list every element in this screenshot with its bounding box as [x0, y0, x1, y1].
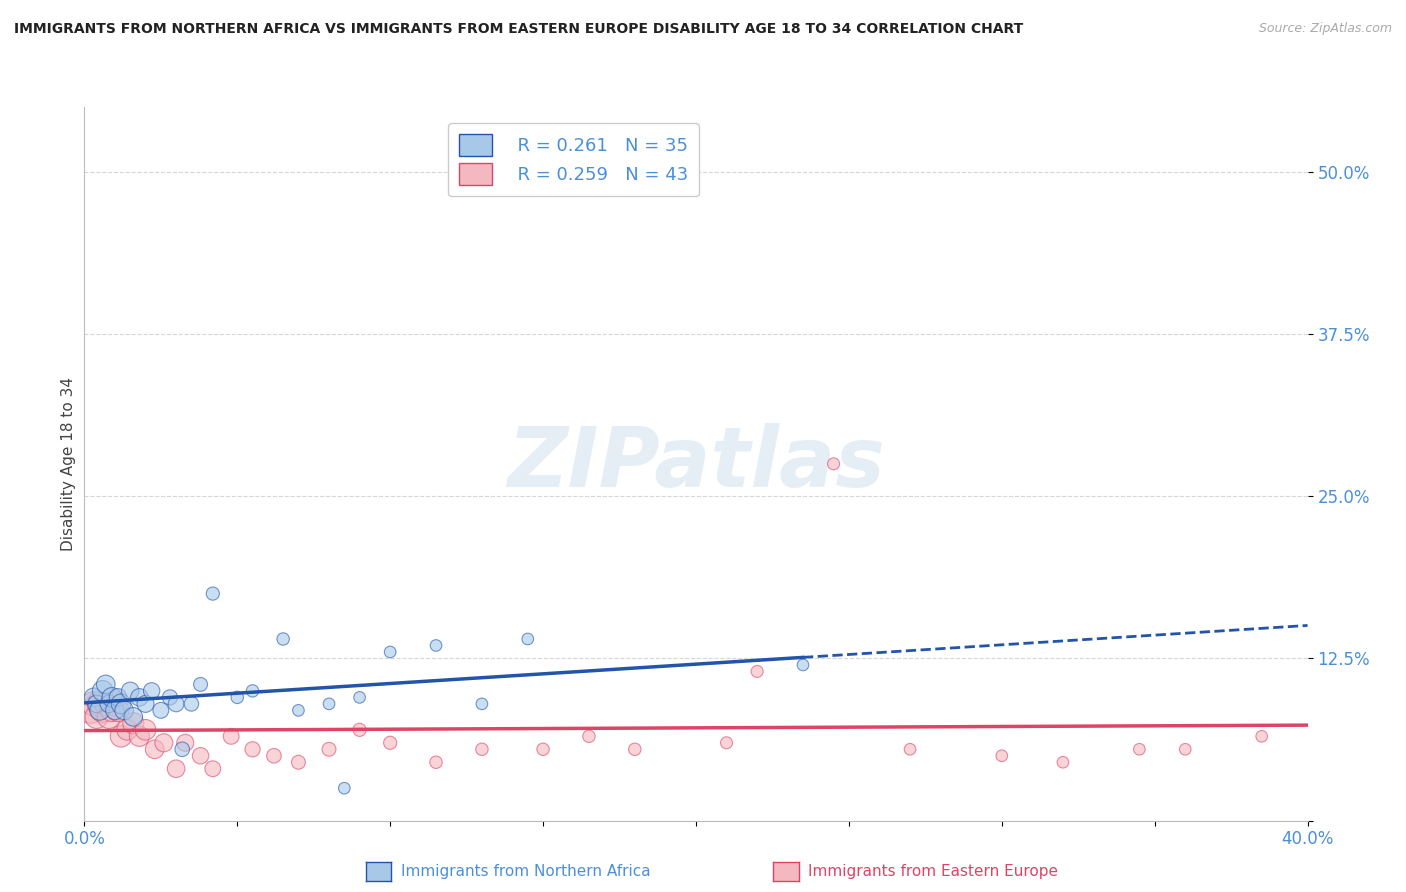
Point — [318, 742, 340, 756]
Point — [991, 748, 1014, 763]
Point — [898, 742, 921, 756]
Point — [318, 697, 340, 711]
Point — [271, 632, 294, 646]
Point — [1250, 729, 1272, 743]
Point — [823, 457, 845, 471]
Point — [122, 716, 145, 731]
Point — [107, 703, 129, 717]
Point — [792, 657, 814, 672]
Point — [165, 762, 187, 776]
Point — [201, 586, 224, 600]
Point — [94, 677, 117, 691]
Point — [263, 748, 285, 763]
Point — [349, 723, 371, 737]
Point — [226, 690, 249, 705]
Point — [120, 684, 142, 698]
Point — [747, 665, 769, 679]
Point — [128, 729, 150, 743]
Point — [94, 697, 117, 711]
Point — [115, 723, 138, 737]
Point — [516, 632, 538, 646]
Y-axis label: Disability Age 18 to 34: Disability Age 18 to 34 — [60, 376, 76, 551]
Point — [1128, 742, 1150, 756]
Point — [716, 736, 738, 750]
Point — [89, 697, 111, 711]
Point — [104, 697, 127, 711]
Point — [101, 703, 124, 717]
Text: Source: ZipAtlas.com: Source: ZipAtlas.com — [1258, 22, 1392, 36]
Point — [531, 742, 554, 756]
Point — [380, 736, 402, 750]
Point — [219, 729, 242, 743]
Point — [89, 703, 111, 717]
Point — [149, 703, 172, 717]
Point — [471, 742, 494, 756]
Point — [1174, 742, 1197, 756]
Point — [83, 690, 105, 705]
Point — [349, 690, 371, 705]
Point — [287, 703, 309, 717]
Point — [425, 639, 447, 653]
Point — [86, 697, 108, 711]
Point — [287, 756, 309, 770]
Point — [135, 723, 157, 737]
Point — [135, 697, 157, 711]
Point — [91, 684, 114, 698]
Point — [143, 742, 166, 756]
Point — [86, 710, 108, 724]
Point — [190, 677, 212, 691]
Point — [333, 781, 356, 796]
Point — [110, 697, 132, 711]
Point — [174, 736, 197, 750]
Text: ZIPatlas: ZIPatlas — [508, 424, 884, 504]
Point — [165, 697, 187, 711]
Point — [159, 690, 181, 705]
Point — [153, 736, 176, 750]
Point — [79, 703, 101, 717]
Point — [180, 697, 202, 711]
Point — [97, 710, 120, 724]
Point — [380, 645, 402, 659]
Point — [83, 697, 105, 711]
Point — [1052, 756, 1074, 770]
Point — [141, 684, 163, 698]
Point — [104, 703, 127, 717]
Point — [97, 697, 120, 711]
Point — [242, 742, 264, 756]
Point — [471, 697, 494, 711]
Point — [578, 729, 600, 743]
Point — [101, 690, 124, 705]
Text: IMMIGRANTS FROM NORTHERN AFRICA VS IMMIGRANTS FROM EASTERN EUROPE DISABILITY AGE: IMMIGRANTS FROM NORTHERN AFRICA VS IMMIG… — [14, 22, 1024, 37]
Text: Immigrants from Eastern Europe: Immigrants from Eastern Europe — [808, 864, 1059, 879]
Point — [128, 690, 150, 705]
Point — [91, 703, 114, 717]
Point — [425, 756, 447, 770]
Point — [110, 729, 132, 743]
Point — [190, 748, 212, 763]
Point — [122, 710, 145, 724]
Point — [107, 690, 129, 705]
Point — [242, 684, 264, 698]
Point — [112, 703, 135, 717]
Point — [201, 762, 224, 776]
Legend:   R = 0.261   N = 35,   R = 0.259   N = 43: R = 0.261 N = 35, R = 0.259 N = 43 — [449, 123, 699, 196]
Point — [624, 742, 647, 756]
Point — [172, 742, 194, 756]
Text: Immigrants from Northern Africa: Immigrants from Northern Africa — [401, 864, 651, 879]
